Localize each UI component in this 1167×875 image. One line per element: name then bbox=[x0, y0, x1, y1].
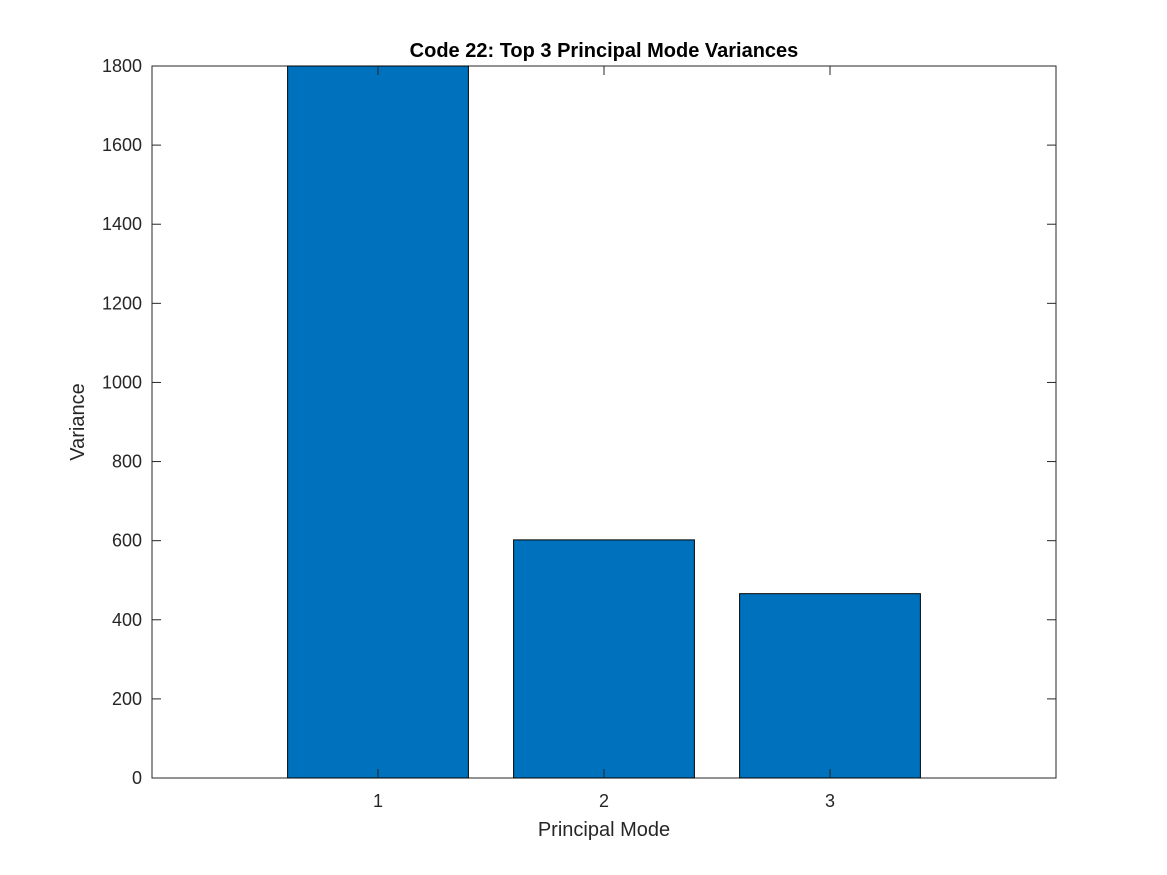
y-tick-label: 1800 bbox=[102, 56, 142, 76]
y-tick-label: 1600 bbox=[102, 135, 142, 155]
y-tick-label: 800 bbox=[112, 452, 142, 472]
bars-group bbox=[287, 65, 921, 779]
bar-1 bbox=[287, 65, 469, 779]
x-axis-ticks: 1 2 3 bbox=[373, 66, 835, 811]
y-tick-label: 400 bbox=[112, 610, 142, 630]
bar-2 bbox=[513, 539, 695, 779]
y-axis-label: Variance bbox=[67, 383, 89, 460]
x-axis-label: Principal Mode bbox=[538, 819, 670, 841]
y-tick-label: 1400 bbox=[102, 214, 142, 234]
x-tick-label: 3 bbox=[825, 791, 835, 811]
y-tick-label: 1000 bbox=[102, 372, 142, 392]
bar-3 bbox=[739, 593, 921, 779]
y-axis-ticks: 0 200 400 600 800 1000 1200 1400 1600 1800 bbox=[102, 56, 1056, 788]
x-tick-label: 1 bbox=[373, 791, 383, 811]
x-tick-label: 2 bbox=[599, 791, 609, 811]
y-tick-label: 600 bbox=[112, 531, 142, 551]
y-tick-label: 1200 bbox=[102, 293, 142, 313]
y-tick-label: 0 bbox=[132, 768, 142, 788]
y-tick-label: 200 bbox=[112, 689, 142, 709]
chart-title: Code 22: Top 3 Principal Mode Variances bbox=[410, 40, 799, 62]
